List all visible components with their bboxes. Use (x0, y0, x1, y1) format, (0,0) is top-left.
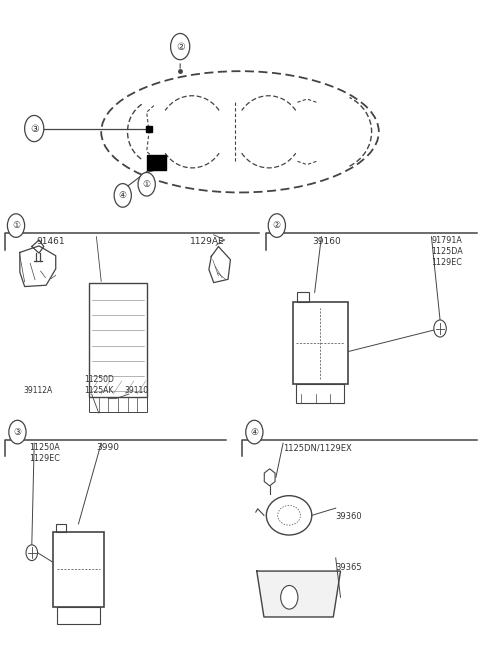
Text: ①: ① (143, 180, 151, 189)
Bar (147, 156, 166, 170)
Circle shape (114, 183, 132, 207)
Text: ②: ② (176, 41, 184, 52)
Text: 1125DN/1129EX: 1125DN/1129EX (283, 443, 352, 452)
Text: 91461: 91461 (36, 237, 65, 246)
Text: 39110: 39110 (124, 386, 148, 396)
Text: 1129AE: 1129AE (190, 237, 224, 246)
Bar (53, 532, 104, 607)
Bar (56, 524, 66, 532)
Circle shape (246, 420, 263, 444)
Bar (89, 283, 147, 397)
Circle shape (268, 214, 286, 237)
Text: 39365: 39365 (336, 562, 362, 572)
Text: 39160: 39160 (312, 237, 340, 246)
Text: ③: ③ (30, 124, 38, 133)
Text: ④: ④ (250, 428, 258, 437)
Text: ④: ④ (119, 191, 127, 200)
Bar (57, 607, 100, 623)
Text: 11250D
1125AK: 11250D 1125AK (84, 375, 114, 396)
Circle shape (434, 320, 446, 337)
Circle shape (138, 173, 156, 196)
Circle shape (281, 585, 298, 609)
Circle shape (26, 545, 37, 560)
Text: 91791A
1125DA
1129EC: 91791A 1125DA 1129EC (432, 236, 463, 267)
Circle shape (170, 34, 190, 60)
Text: ③: ③ (13, 428, 22, 437)
Circle shape (9, 420, 26, 444)
Text: 39360: 39360 (336, 512, 362, 521)
Text: ②: ② (273, 221, 281, 230)
Polygon shape (257, 571, 340, 617)
Bar (293, 302, 348, 384)
Circle shape (24, 116, 44, 142)
Text: 11250A
1129EC: 11250A 1129EC (29, 443, 60, 463)
Bar (298, 292, 310, 302)
Text: 3990: 3990 (96, 443, 120, 452)
Bar (297, 384, 344, 403)
Text: ①: ① (12, 221, 20, 230)
Circle shape (7, 214, 24, 237)
Text: 39112A: 39112A (24, 386, 53, 396)
Bar (89, 397, 147, 412)
